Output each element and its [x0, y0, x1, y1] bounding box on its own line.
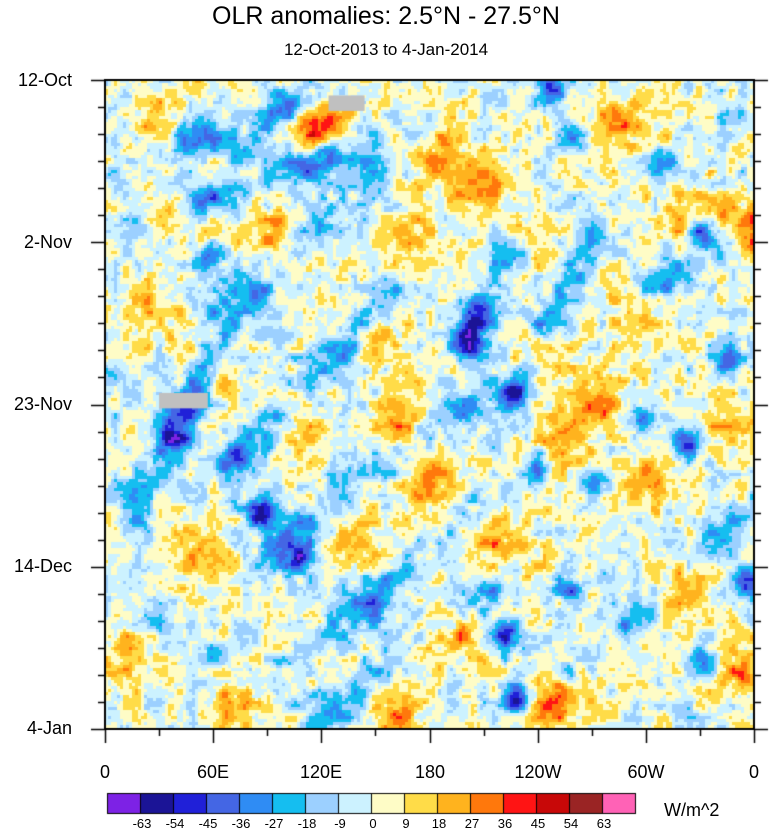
y-tick-label: 4-Jan	[26, 718, 72, 738]
colorbar-label: 18	[431, 816, 447, 831]
colorbar-label: 54	[563, 816, 579, 831]
colorbar-label: 0	[369, 816, 377, 831]
x-tick-label: 0	[99, 762, 110, 782]
chart-subtitle: 12-Oct-2013 to 4-Jan-2014	[283, 40, 489, 59]
x-tick-label: 120E	[299, 762, 343, 782]
colorbar-label: 27	[464, 816, 480, 831]
chart-title: OLR anomalies: 2.5°N - 27.5°N	[212, 2, 560, 30]
y-tick-label: 12-Oct	[17, 70, 72, 90]
x-tick-label: 60E	[196, 762, 230, 782]
y-tick-label: 23-Nov	[13, 394, 72, 414]
colorbar-units: W/m^2	[664, 800, 720, 820]
x-tick-label: 120W	[514, 762, 562, 782]
colorbar-label: 63	[596, 816, 612, 831]
x-tick-label: 180	[414, 762, 446, 782]
colorbar-label: -63	[132, 816, 152, 831]
colorbar-label: 9	[402, 816, 410, 831]
x-tick-label: 0	[748, 762, 759, 782]
colorbar-label: -27	[264, 816, 284, 831]
colorbar-label: -36	[231, 816, 251, 831]
colorbar-label: -9	[334, 816, 346, 831]
x-tick-label: 60W	[627, 762, 665, 782]
colorbar-label: -45	[198, 816, 218, 831]
colorbar-label: -54	[165, 816, 185, 831]
colorbar-label: -18	[297, 816, 317, 831]
y-tick-label: 2-Nov	[23, 232, 72, 252]
colorbar-label: 45	[530, 816, 546, 831]
colorbar-label: 36	[497, 816, 513, 831]
y-tick-label: 14-Dec	[13, 556, 72, 576]
